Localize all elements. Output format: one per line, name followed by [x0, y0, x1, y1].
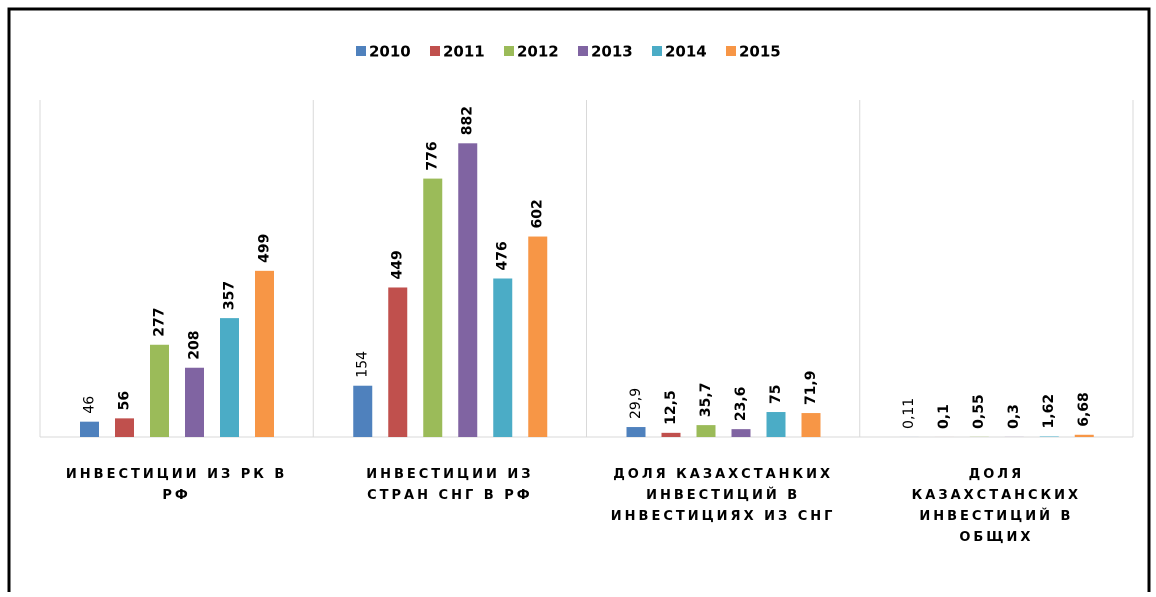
x-tick-label: ИНВЕСТИЦИИ ИЗ РК В: [66, 467, 287, 482]
bar: [1040, 436, 1059, 437]
data-label: 476: [495, 241, 511, 270]
data-label: 0,55: [971, 394, 987, 429]
legend-label: 2010: [369, 43, 411, 61]
x-tick-label: ИНВЕСТИЦИИ ИЗ: [366, 467, 533, 482]
bar: [353, 386, 372, 437]
bar: [697, 425, 716, 437]
bar: [493, 278, 512, 437]
bar: [150, 345, 169, 437]
legend-label: 2011: [443, 43, 485, 61]
data-label: 602: [530, 199, 546, 228]
bar: [115, 418, 134, 437]
frame: [9, 9, 1149, 592]
legend-label: 2015: [739, 43, 781, 61]
x-tick-label: СТРАН СНГ В РФ: [367, 488, 533, 503]
data-label: 0,11: [901, 398, 917, 429]
legend-swatch: [504, 46, 514, 56]
legend-swatch: [726, 46, 736, 56]
data-label: 1,62: [1041, 394, 1057, 429]
bar: [458, 143, 477, 437]
data-label: 71,9: [803, 371, 819, 406]
bar: [220, 318, 239, 437]
x-tick-label: ДОЛЯ КАЗАХСТАНКИХ: [613, 467, 833, 482]
data-label: 499: [257, 234, 273, 263]
data-label: 449: [390, 250, 406, 279]
legend-swatch: [356, 46, 366, 56]
bar: [185, 368, 204, 437]
x-tick-label: ДОЛЯ: [969, 467, 1024, 482]
x-tick-label: ИНВЕСТИЦИЯХ ИЗ СНГ: [611, 509, 836, 524]
data-label: 154: [355, 351, 371, 378]
data-label: 35,7: [698, 383, 714, 418]
x-tick-label: ИНВЕСТИЦИЙ В: [919, 508, 1073, 524]
bar: [627, 427, 646, 437]
legend-swatch: [578, 46, 588, 56]
bar: [80, 422, 99, 437]
data-label: 56: [117, 391, 133, 410]
x-tick-label: ИНВЕСТИЦИЙ В: [646, 487, 800, 503]
legend-swatch: [430, 46, 440, 56]
bar: [388, 287, 407, 437]
x-tick-label: ОБЩИХ: [959, 530, 1033, 545]
bar: [802, 413, 821, 437]
bar: [255, 271, 274, 437]
data-label: 75: [768, 385, 784, 404]
data-label: 12,5: [663, 390, 679, 425]
data-label: 277: [152, 308, 168, 337]
x-tick-label: КАЗАХСТАНСКИХ: [912, 488, 1081, 503]
data-label: 0,1: [936, 404, 952, 429]
legend-label: 2012: [517, 43, 559, 61]
data-label: 357: [222, 281, 238, 310]
bar: [528, 237, 547, 437]
bar: [732, 429, 751, 437]
legend-label: 2013: [591, 43, 633, 61]
data-label: 208: [187, 331, 203, 360]
bar: [767, 412, 786, 437]
data-label: 6,68: [1076, 392, 1092, 427]
legend-label: 2014: [665, 43, 707, 61]
data-label: 882: [460, 106, 476, 135]
legend-swatch: [652, 46, 662, 56]
bar: [662, 433, 681, 437]
data-label: 23,6: [733, 387, 749, 422]
data-label: 29,9: [628, 388, 644, 419]
bar: [1075, 435, 1094, 437]
data-label: 46: [82, 396, 98, 414]
bar: [423, 179, 442, 437]
data-label: 776: [425, 141, 441, 170]
x-tick-label: РФ: [162, 488, 190, 503]
data-label: 0,3: [1006, 404, 1022, 429]
